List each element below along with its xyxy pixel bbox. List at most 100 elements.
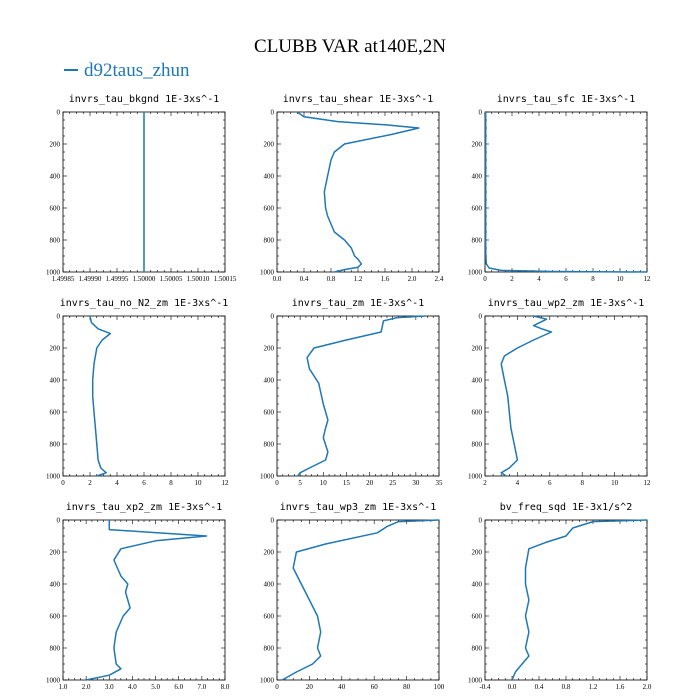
- legend: d92taus_zhun: [64, 60, 190, 82]
- y-tick-label: 1000: [468, 677, 483, 685]
- y-tick-label: 400: [472, 581, 483, 589]
- x-tick-label: 0: [61, 479, 65, 487]
- x-tick-label: 1.6: [381, 275, 390, 283]
- y-tick-label: 800: [264, 237, 275, 245]
- x-tick-label: 2: [483, 479, 487, 487]
- x-tick-label: 8: [591, 275, 595, 283]
- series-line: [484, 112, 648, 273]
- x-tick-label: 2.0: [82, 683, 91, 691]
- y-tick-label: 400: [264, 377, 275, 385]
- y-tick-label: 0: [57, 517, 61, 525]
- x-tick-label: 12: [222, 479, 230, 487]
- x-tick-label: 0.8: [562, 683, 571, 691]
- x-tick-label: 1.50010: [187, 275, 210, 283]
- y-tick-label: 200: [472, 549, 483, 557]
- x-tick-label: 1.50005: [160, 275, 183, 283]
- y-tick-label: 600: [264, 205, 275, 213]
- x-tick-label: 60: [371, 683, 379, 691]
- series-line: [89, 315, 112, 477]
- panel-title: invrs_tau_wp2_zm 1E-3xs^-1: [488, 298, 645, 309]
- y-tick-label: 400: [50, 581, 61, 589]
- x-tick-label: 100: [434, 683, 445, 691]
- x-tick-label: 15: [343, 479, 351, 487]
- x-tick-label: 8: [169, 479, 173, 487]
- x-tick-label: 3.0: [105, 683, 114, 691]
- x-tick-label: 6: [564, 275, 568, 283]
- x-tick-label: 40: [338, 683, 346, 691]
- y-tick-label: 800: [472, 237, 483, 245]
- x-tick-label: 0.0: [273, 275, 282, 283]
- y-tick-label: 200: [264, 141, 275, 149]
- y-tick-label: 400: [264, 173, 275, 181]
- x-tick-label: 30: [412, 479, 420, 487]
- legend-swatch: [64, 68, 78, 71]
- x-tick-label: 4: [537, 275, 541, 283]
- x-tick-label: 8.0: [221, 683, 230, 691]
- y-tick-label: 400: [50, 377, 61, 385]
- x-tick-label: 0.4: [300, 275, 309, 283]
- y-tick-label: 800: [264, 645, 275, 653]
- x-tick-label: 1.49990: [79, 275, 102, 283]
- y-tick-label: 400: [264, 581, 275, 589]
- y-tick-label: 1000: [46, 473, 61, 481]
- y-tick-label: 400: [472, 377, 483, 385]
- x-tick-label: 0: [275, 683, 279, 691]
- x-tick-label: 5.0: [151, 683, 160, 691]
- x-tick-label: -0.4: [479, 683, 491, 691]
- y-tick-label: 1000: [260, 677, 275, 685]
- y-tick-label: 800: [472, 441, 483, 449]
- x-tick-label: 1.50000: [133, 275, 156, 283]
- x-tick-label: 1.6: [616, 683, 625, 691]
- y-tick-label: 800: [50, 645, 61, 653]
- legend-label: d92taus_zhun: [84, 60, 190, 81]
- x-tick-label: 4: [115, 479, 119, 487]
- y-tick-label: 1000: [468, 473, 483, 481]
- y-tick-label: 800: [264, 441, 275, 449]
- x-tick-label: 0.0: [508, 683, 517, 691]
- y-tick-label: 400: [472, 173, 483, 181]
- panel-title: invrs_tau_bkgnd 1E-3xs^-1: [69, 94, 220, 105]
- y-tick-label: 600: [472, 409, 483, 417]
- y-tick-label: 200: [264, 345, 275, 353]
- y-tick-label: 0: [57, 313, 61, 321]
- series-line: [281, 519, 440, 681]
- x-tick-label: 10: [611, 479, 619, 487]
- x-tick-label: 12: [644, 275, 652, 283]
- x-tick-label: 2.0: [408, 275, 417, 283]
- plot-frame: [276, 315, 440, 477]
- x-tick-label: 5: [298, 479, 302, 487]
- y-tick-label: 600: [50, 205, 61, 213]
- plot-frame: [276, 519, 440, 681]
- series-line: [297, 315, 426, 477]
- y-tick-label: 400: [50, 173, 61, 181]
- x-tick-label: 0.4: [535, 683, 544, 691]
- plot-frame: [484, 519, 648, 681]
- x-tick-label: 1.0: [59, 683, 68, 691]
- x-tick-label: 10: [320, 479, 328, 487]
- series-line: [296, 111, 420, 273]
- y-tick-label: 200: [264, 549, 275, 557]
- x-tick-label: 6.0: [174, 683, 183, 691]
- x-tick-label: 0: [275, 479, 279, 487]
- y-tick-label: 0: [271, 517, 275, 525]
- y-tick-label: 600: [472, 613, 483, 621]
- y-tick-label: 200: [50, 549, 61, 557]
- plot-frame: [62, 315, 226, 477]
- y-tick-label: 200: [472, 345, 483, 353]
- plot-frame: [484, 111, 648, 273]
- y-tick-label: 600: [50, 409, 61, 417]
- x-tick-label: 10: [195, 479, 203, 487]
- x-tick-label: 2: [510, 275, 514, 283]
- x-tick-label: 20: [306, 683, 314, 691]
- y-tick-label: 0: [271, 109, 275, 117]
- x-tick-label: 1.50015: [214, 275, 237, 283]
- x-tick-label: 1.2: [354, 275, 363, 283]
- x-tick-label: 25: [389, 479, 397, 487]
- x-tick-label: 20: [366, 479, 374, 487]
- panel-title: invrs_tau_sfc 1E-3xs^-1: [497, 94, 635, 105]
- plot-frame: [484, 315, 648, 477]
- y-tick-label: 200: [50, 345, 61, 353]
- y-tick-label: 600: [472, 205, 483, 213]
- y-tick-label: 0: [479, 517, 483, 525]
